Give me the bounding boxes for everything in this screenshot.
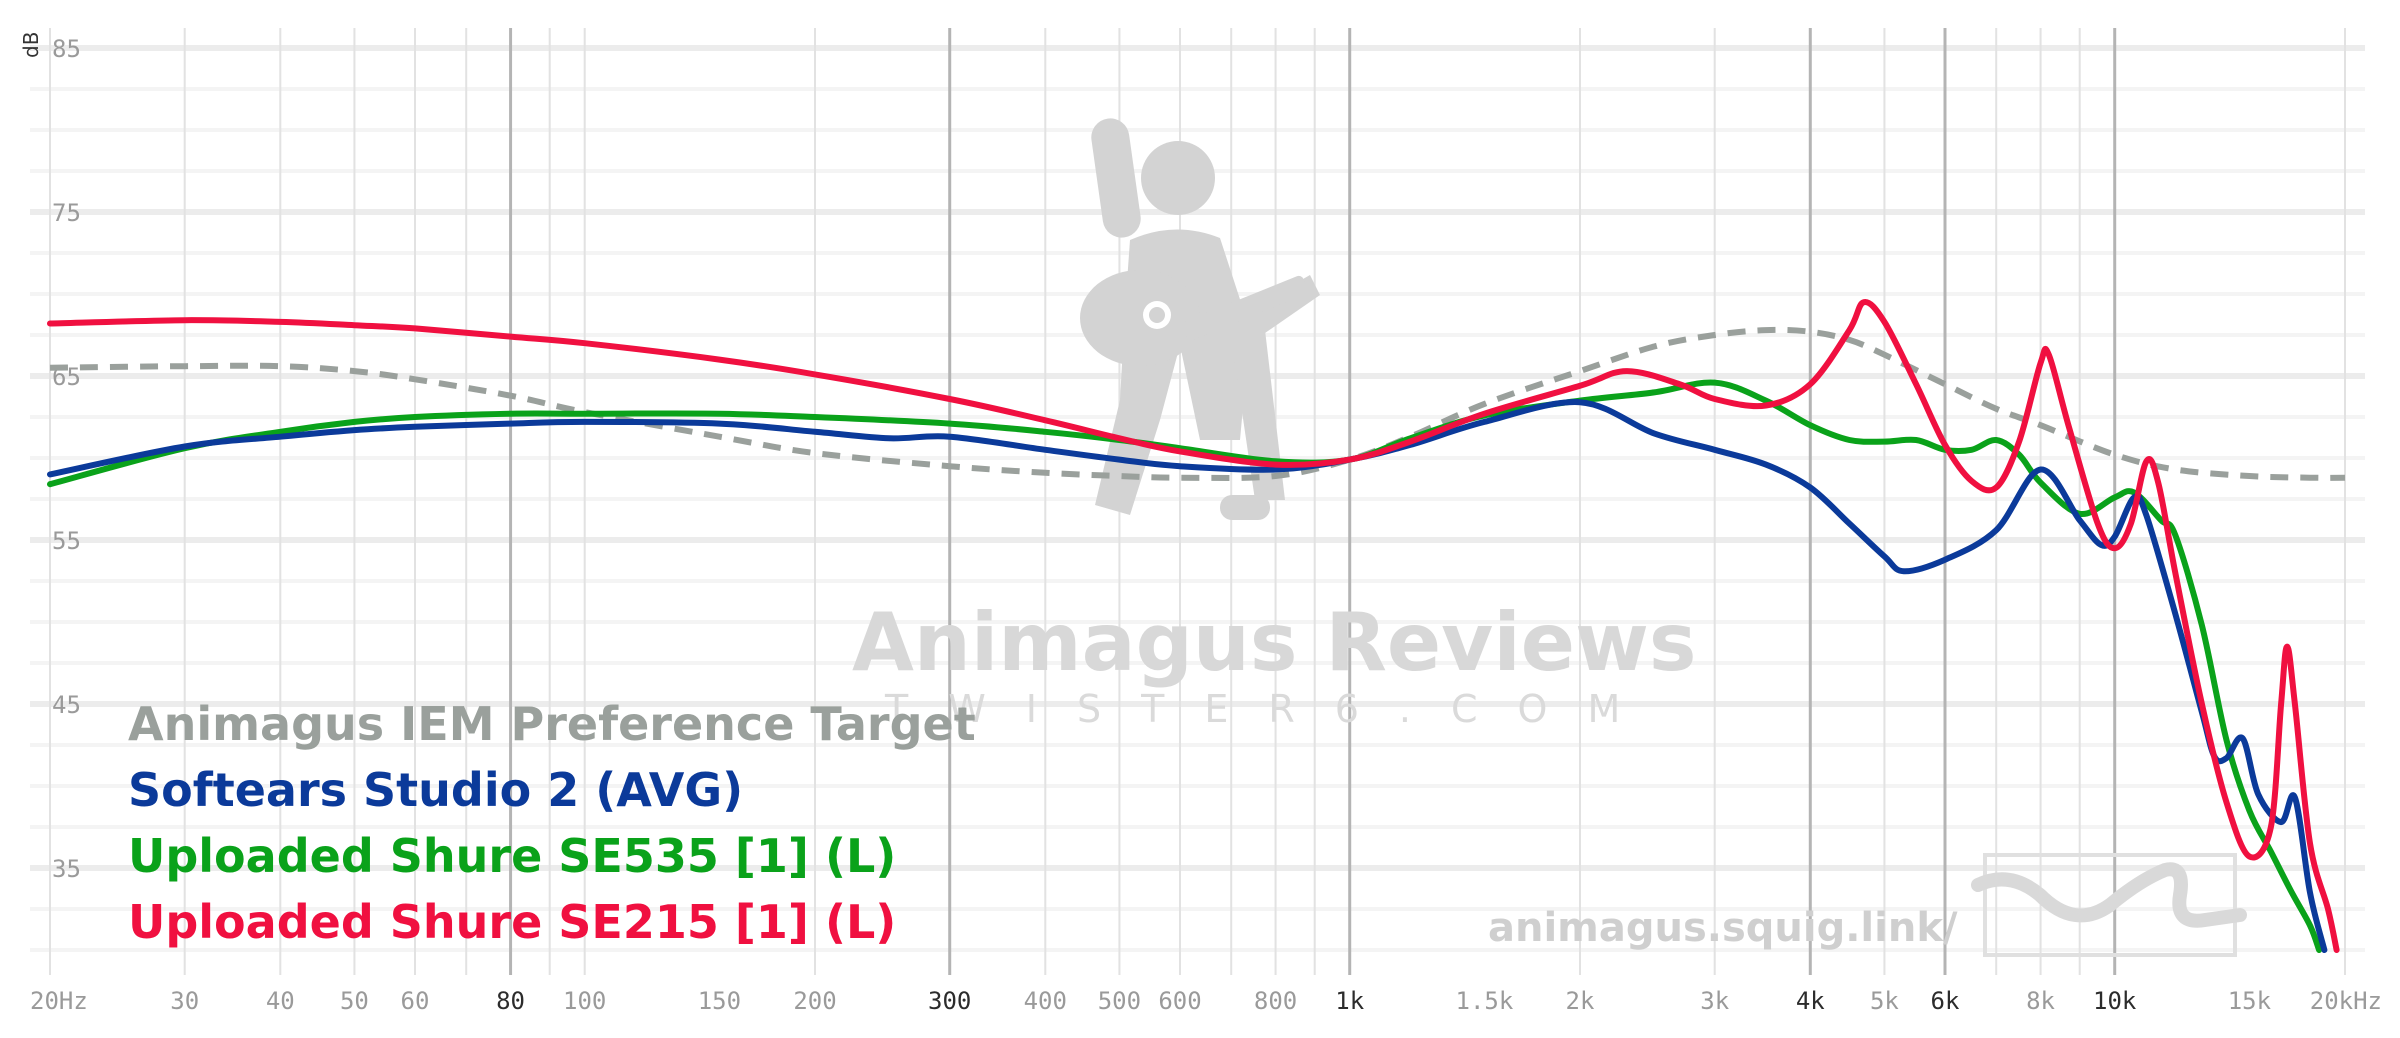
x-tick-label: 20Hz <box>30 987 88 1015</box>
x-tick-label: 6k <box>1931 987 1960 1015</box>
x-tick-label: 1.5k <box>1456 987 1514 1015</box>
x-tick-label: 200 <box>793 987 836 1015</box>
x-tick-label: 3k <box>1700 987 1729 1015</box>
watermark-title: Animagus Reviews <box>852 596 1697 689</box>
y-tick-label: 55 <box>52 527 81 555</box>
legend: Animagus IEM Preference Target Softears … <box>128 697 976 949</box>
x-tick-label: 80 <box>496 987 525 1015</box>
x-tick-label: 60 <box>401 987 430 1015</box>
shure-se215-curve <box>47 299 2340 953</box>
legend-item-softears: Softears Studio 2 (AVG) <box>128 763 743 817</box>
x-tick-label: 4k <box>1796 987 1825 1015</box>
watermark-url: animagus.squig.link/ <box>1488 905 1958 951</box>
x-tick-label: 400 <box>1024 987 1067 1015</box>
x-tick-label: 5k <box>1870 987 1899 1015</box>
x-tick-label: 100 <box>563 987 606 1015</box>
legend-item-se215: Uploaded Shure SE215 [1] (L) <box>128 895 896 949</box>
watermark-subtitle: TWISTER6.COM <box>884 687 1660 731</box>
x-tick-label: 300 <box>928 987 971 1015</box>
x-tick-label: 600 <box>1158 987 1201 1015</box>
y-axis-unit: dB <box>19 32 43 58</box>
x-tick-label: 150 <box>698 987 741 1015</box>
y-tick-label: 45 <box>52 691 81 719</box>
x-tick-label: 30 <box>170 987 199 1015</box>
curves-layer <box>47 299 2346 953</box>
x-tick-label: 2k <box>1566 987 1595 1015</box>
y-tick-label: 75 <box>52 199 81 227</box>
legend-item-target: Animagus IEM Preference Target <box>128 697 976 751</box>
sound-wave-logo-icon <box>1971 853 2247 957</box>
y-tick-label: 35 <box>52 855 81 883</box>
x-tick-label: 10k <box>2093 987 2137 1015</box>
x-tick-label: 8k <box>2026 987 2055 1015</box>
legend-item-se535: Uploaded Shure SE535 [1] (L) <box>128 829 896 883</box>
x-tick-label: 20kHz <box>2310 987 2382 1015</box>
x-tick-label: 50 <box>340 987 369 1015</box>
shure-se535-curve <box>47 379 2323 953</box>
x-tick-label: 40 <box>266 987 295 1015</box>
x-tick-label: 800 <box>1254 987 1297 1015</box>
x-tick-label: 500 <box>1098 987 1141 1015</box>
x-tick-label: 15k <box>2228 987 2272 1015</box>
y-tick-label: 85 <box>52 35 81 63</box>
x-tick-label: 1k <box>1335 987 1364 1015</box>
